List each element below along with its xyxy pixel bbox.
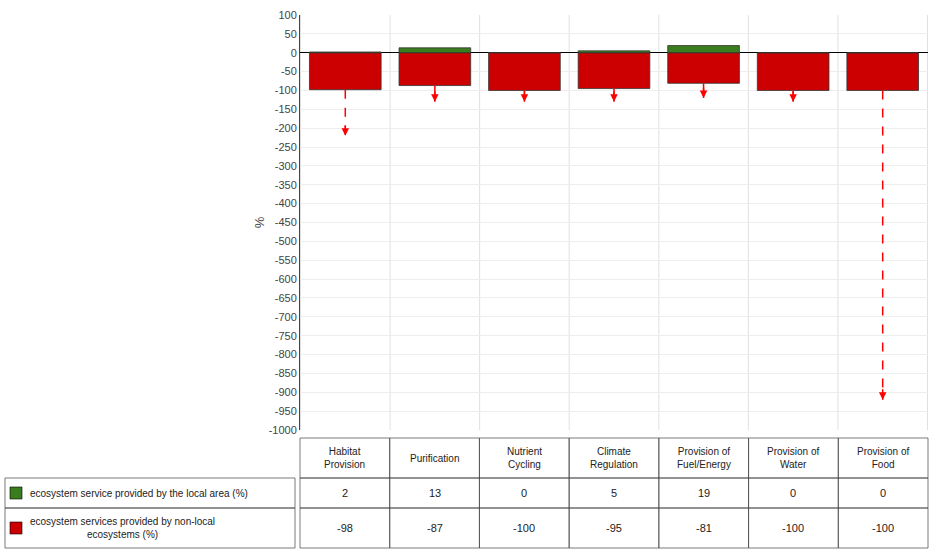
svg-text:0: 0 [291, 47, 297, 59]
svg-text:19: 19 [698, 487, 710, 499]
svg-text:5: 5 [611, 487, 617, 499]
svg-text:-500: -500 [275, 235, 297, 247]
svg-text:NutrientCycling: NutrientCycling [507, 446, 542, 470]
svg-text:50: 50 [285, 28, 297, 40]
svg-text:-600: -600 [275, 273, 297, 285]
svg-text:-100: -100 [513, 522, 535, 534]
svg-text:Provision ofWater: Provision ofWater [767, 446, 819, 470]
svg-text:-150: -150 [275, 103, 297, 115]
svg-text:-400: -400 [275, 197, 297, 209]
svg-text:ClimateRegulation: ClimateRegulation [590, 446, 638, 470]
svg-text:Provision ofFood: Provision ofFood [857, 446, 909, 470]
svg-text:2: 2 [342, 487, 348, 499]
svg-text:Provision ofFuel/Energy: Provision ofFuel/Energy [677, 446, 731, 470]
svg-text:-50: -50 [281, 65, 297, 77]
svg-text:-100: -100 [275, 84, 297, 96]
svg-text:%: % [252, 216, 267, 228]
svg-text:-350: -350 [275, 179, 297, 191]
svg-text:-81: -81 [696, 522, 712, 534]
svg-text:-95: -95 [606, 522, 622, 534]
svg-text:-750: -750 [275, 330, 297, 342]
svg-text:100: 100 [278, 9, 296, 21]
svg-text:-800: -800 [275, 348, 297, 360]
svg-text:0: 0 [880, 487, 886, 499]
svg-text:0: 0 [790, 487, 796, 499]
svg-text:-98: -98 [337, 522, 353, 534]
svg-text:-700: -700 [275, 311, 297, 323]
svg-text:ecosystem service provided by: ecosystem service provided by the local … [30, 488, 248, 499]
svg-text:-650: -650 [275, 292, 297, 304]
svg-text:-950: -950 [275, 405, 297, 417]
svg-text:0: 0 [521, 487, 527, 499]
svg-text:HabitatProvision: HabitatProvision [324, 446, 365, 470]
svg-text:-850: -850 [275, 367, 297, 379]
svg-text:-87: -87 [427, 522, 443, 534]
svg-text:-900: -900 [275, 386, 297, 398]
svg-text:-250: -250 [275, 141, 297, 153]
svg-text:ecosystem services provided by: ecosystem services provided by non-local… [30, 516, 215, 540]
svg-text:-1000: -1000 [269, 424, 297, 436]
svg-text:-550: -550 [275, 254, 297, 266]
svg-text:-200: -200 [275, 122, 297, 134]
svg-text:-100: -100 [782, 522, 804, 534]
svg-text:-100: -100 [872, 522, 894, 534]
svg-text:13: 13 [429, 487, 441, 499]
svg-text:-300: -300 [275, 160, 297, 172]
svg-text:-450: -450 [275, 216, 297, 228]
svg-text:Purification: Purification [410, 453, 459, 464]
